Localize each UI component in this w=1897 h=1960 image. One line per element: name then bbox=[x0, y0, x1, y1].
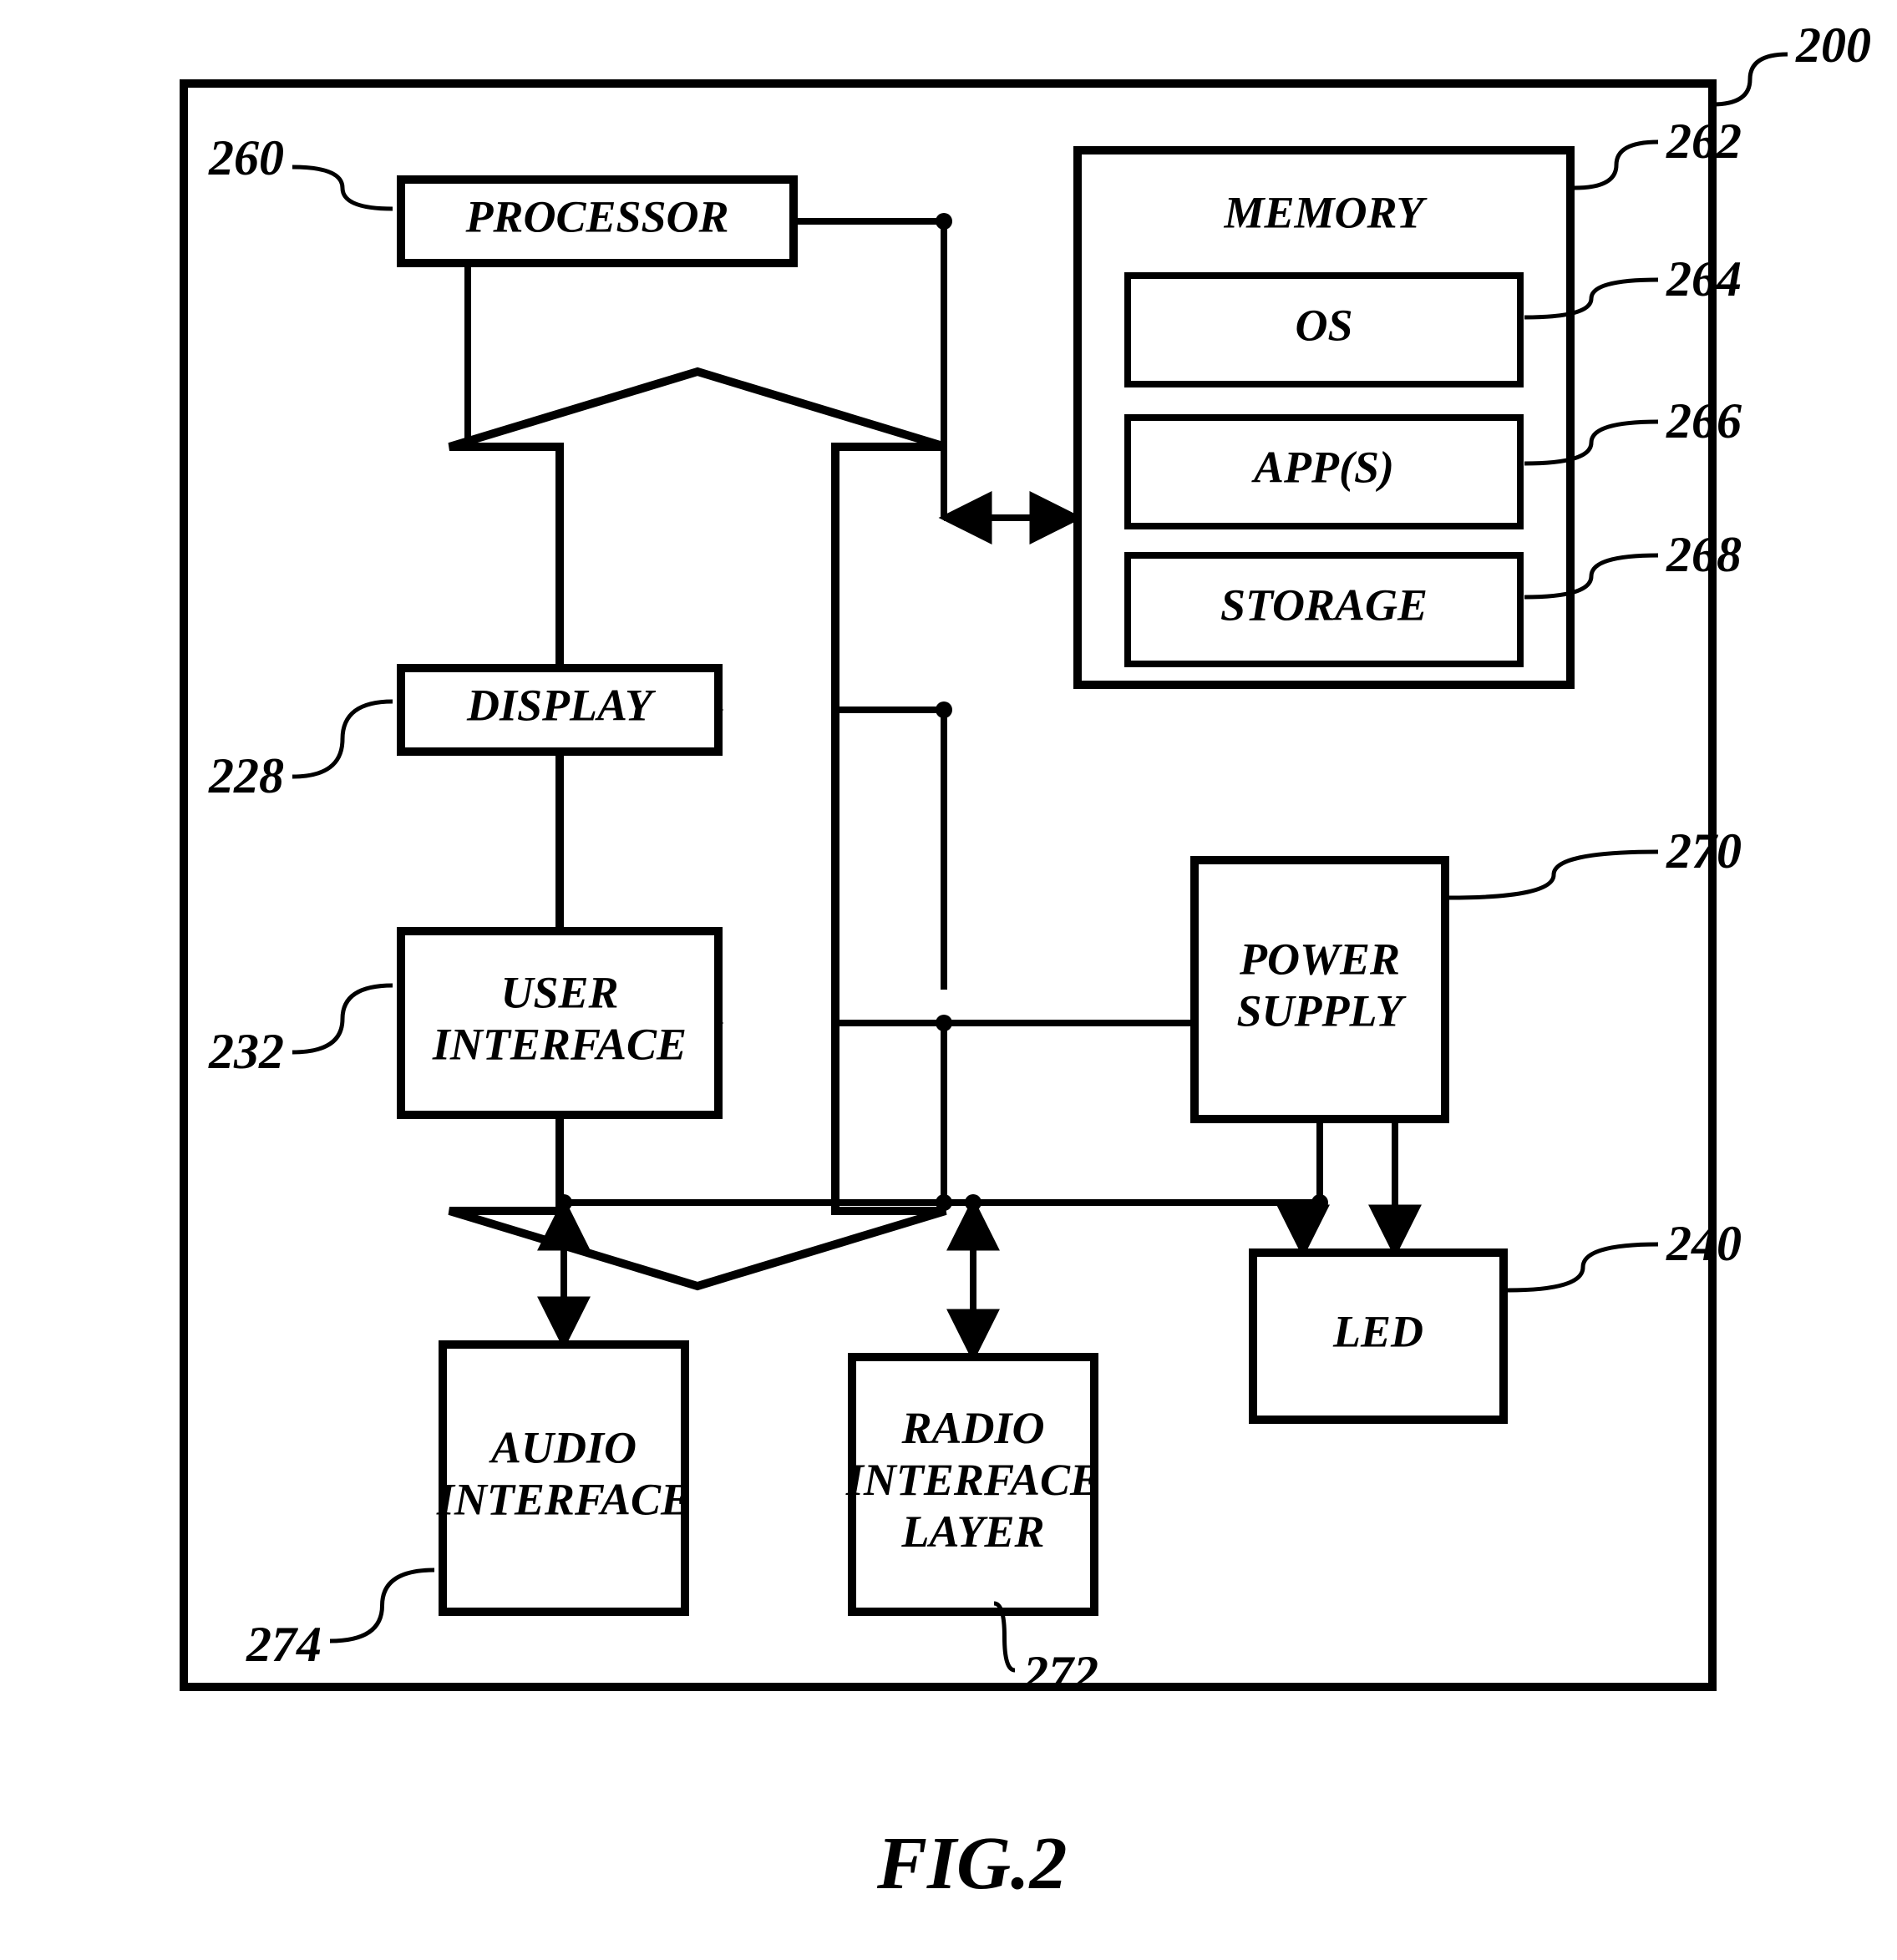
processor-leader bbox=[292, 167, 393, 209]
power-label: SUPPLY bbox=[1237, 985, 1408, 1036]
power-label: POWER bbox=[1239, 934, 1400, 984]
user_if-label: USER bbox=[500, 967, 618, 1017]
led-leader bbox=[1508, 1244, 1658, 1290]
audio_if-ref: 274 bbox=[246, 1617, 322, 1672]
diagram-svg: PROCESSOR MEMORY OS APP(S) STORAGE DISPLAY USE… bbox=[0, 0, 1897, 1960]
memory-leader bbox=[1575, 142, 1658, 188]
system-leader bbox=[1712, 54, 1788, 104]
junction-dot bbox=[936, 213, 952, 230]
diagram-stage: PROCESSOR MEMORY OS APP(S) STORAGE DISPLAY USE… bbox=[0, 0, 1897, 1960]
display-leader bbox=[292, 701, 393, 777]
apps-ref: 266 bbox=[1666, 393, 1742, 448]
audio_if-label: INTERFACE bbox=[436, 1474, 691, 1524]
power-ref: 270 bbox=[1666, 823, 1742, 879]
figure-caption: FIG.2 bbox=[877, 1821, 1068, 1907]
radio_if-label: LAYER bbox=[900, 1507, 1044, 1557]
processor-ref: 260 bbox=[208, 130, 284, 185]
system-bus bbox=[449, 372, 946, 1286]
storage-ref: 268 bbox=[1666, 527, 1742, 582]
user_if-ref: 232 bbox=[208, 1024, 284, 1079]
led-label: LED bbox=[1332, 1306, 1423, 1356]
audio_if-leader bbox=[330, 1570, 434, 1641]
system-ref: 200 bbox=[1795, 18, 1871, 73]
power-leader bbox=[1449, 852, 1658, 898]
processor-label: PROCESSOR bbox=[464, 191, 728, 241]
memory-label: MEMORY bbox=[1223, 187, 1428, 237]
display-ref: 228 bbox=[208, 748, 284, 803]
memory-ref: 262 bbox=[1666, 114, 1742, 169]
user_if-leader bbox=[292, 985, 393, 1052]
os-ref: 264 bbox=[1666, 251, 1742, 306]
junction-dot bbox=[936, 1194, 952, 1211]
radio_if-ref: 272 bbox=[1022, 1646, 1098, 1701]
apps-label: APP(S) bbox=[1251, 442, 1394, 492]
os-label: OS bbox=[1295, 300, 1352, 350]
radio_if-label: INTERFACE bbox=[845, 1455, 1100, 1505]
led-ref: 240 bbox=[1666, 1216, 1742, 1271]
display-label: DISPLAY bbox=[466, 680, 657, 730]
user_if-label: INTERFACE bbox=[432, 1019, 687, 1069]
storage-label: STORAGE bbox=[1220, 580, 1428, 630]
audio_if-label: AUDIO bbox=[489, 1422, 637, 1472]
radio_if-label: RADIO bbox=[900, 1403, 1044, 1453]
